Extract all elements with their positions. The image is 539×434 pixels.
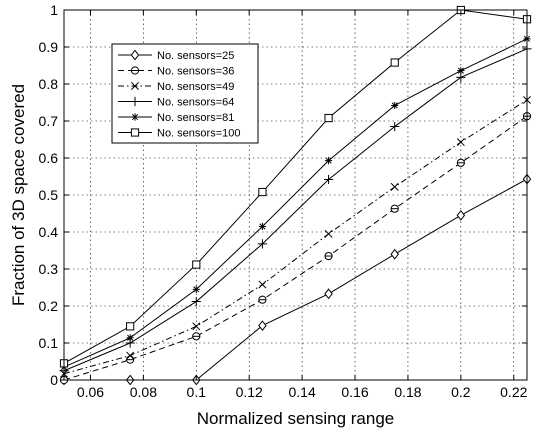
- data-point-x: [324, 229, 333, 238]
- series-line: [63, 99, 528, 375]
- legend-item: No. sensors=49: [118, 81, 234, 93]
- x-tick-label: 0.08: [130, 384, 157, 400]
- data-point-star: [391, 101, 399, 110]
- x-tick-label: 0.2: [451, 384, 471, 400]
- legend-label: No. sensors=81: [157, 112, 234, 124]
- data-point-star: [258, 222, 267, 231]
- series-1: [59, 173, 532, 386]
- data-point-star: [192, 285, 200, 293]
- data-point-diamond: [130, 49, 140, 61]
- legend: No. sensors=25 No. sensors=36 No. sensors=…: [111, 43, 259, 144]
- y-tick-label: 0.8: [39, 76, 59, 92]
- legend-item: No. sensors=81: [118, 112, 234, 124]
- y-tick-label: 0.5: [39, 187, 59, 203]
- series-2: [59, 112, 532, 385]
- data-point-x: [258, 280, 267, 289]
- y-axis-title: Fraction of 3D space covered: [9, 84, 28, 306]
- data-point-circle: [324, 251, 333, 261]
- data-point-square: [390, 58, 399, 67]
- x-tick-label: 0.16: [341, 384, 368, 400]
- y-tick-label: 0.4: [39, 224, 59, 240]
- data-point-plus: [130, 96, 140, 107]
- legend-label: No. sensors=49: [157, 81, 234, 93]
- x-tick-label: 0.14: [288, 384, 315, 400]
- series-line: [63, 9, 528, 364]
- data-point-circle: [130, 66, 140, 75]
- data-point-diamond: [324, 288, 333, 300]
- x-axis-title: Normalized sensing range: [197, 409, 395, 428]
- data-point-x: [390, 182, 399, 191]
- y-tick-label: 1: [50, 2, 58, 18]
- data-point-square: [130, 128, 140, 137]
- data-point-plus: [390, 121, 400, 132]
- series-line: [63, 38, 528, 368]
- data-point-circle: [126, 355, 135, 364]
- data-point-plus: [323, 174, 334, 185]
- data-point-square: [192, 260, 201, 269]
- data-point-circle: [258, 295, 267, 304]
- data-point-diamond: [258, 320, 267, 332]
- axis-ticks: 0.06 0.08 0.1 0.12 0.14 0.16 0.18 0.2 0.22 0 0.1 0.…: [39, 2, 528, 400]
- data-point-circle: [390, 204, 399, 213]
- y-tick-label: 0.6: [39, 150, 59, 166]
- legend-label: No. sensors=25: [157, 50, 234, 62]
- data-point-square: [324, 113, 333, 123]
- data-point-plus: [191, 296, 201, 307]
- series-line: [64, 178, 528, 381]
- data-point-x: [192, 322, 201, 331]
- data-point-star: [324, 156, 333, 165]
- data-point-x: [131, 82, 139, 90]
- legend-box: [111, 43, 259, 144]
- y-tick-label: 0: [50, 372, 58, 388]
- y-tick-label: 0.9: [39, 39, 59, 55]
- x-tick-label: 0.1: [187, 384, 207, 400]
- series-line: [63, 115, 528, 381]
- y-tick-label: 0.2: [39, 298, 59, 314]
- data-point-circle: [456, 158, 465, 167]
- legend-item: No. sensors=64: [118, 97, 234, 109]
- x-tick-label: 0.12: [236, 384, 263, 400]
- data-point-x: [456, 138, 465, 147]
- y-tick-label: 0.1: [39, 335, 59, 351]
- legend-label: No. sensors=64: [157, 97, 234, 109]
- data-point-x: [126, 351, 135, 360]
- legend-item: No. sensors=100: [118, 128, 240, 140]
- data-point-plus: [257, 239, 268, 249]
- data-point-star: [126, 334, 134, 342]
- data-point-diamond: [456, 209, 466, 221]
- y-tick-label: 0.3: [39, 261, 59, 277]
- data-point-square: [258, 187, 267, 197]
- legend-item: No. sensors=25: [118, 49, 234, 62]
- data-point-star: [131, 113, 139, 121]
- x-tick-label: 0.06: [77, 384, 104, 400]
- y-tick-label: 0.7: [39, 113, 59, 129]
- data-point-square: [126, 322, 135, 331]
- x-tick-label: 0.18: [394, 384, 421, 400]
- data-point-circle: [192, 332, 201, 341]
- data-point-star: [457, 67, 465, 75]
- legend-label: No. sensors=36: [157, 66, 234, 78]
- legend-item: No. sensors=36: [118, 66, 234, 78]
- legend-label: No. sensors=100: [157, 128, 240, 140]
- x-tick-label: 0.22: [500, 384, 527, 400]
- series-line: [63, 48, 528, 372]
- data-point-diamond: [390, 248, 399, 260]
